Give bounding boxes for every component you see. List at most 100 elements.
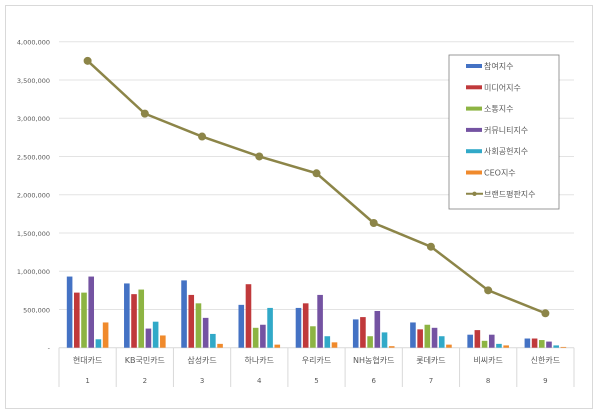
bar-4 <box>546 341 552 348</box>
bar-5 <box>267 307 273 348</box>
bar-2 <box>131 294 137 348</box>
y-tick-label: 3,500,000 <box>17 77 50 85</box>
line-point <box>312 169 321 178</box>
line-point <box>255 152 264 161</box>
brand-reputation-line <box>83 56 550 318</box>
rank-label: 5 <box>314 377 318 385</box>
legend-label: CEO지수 <box>484 169 516 178</box>
bar-6 <box>102 322 109 348</box>
bar-4 <box>431 327 438 348</box>
bar-3 <box>195 303 202 348</box>
bar-1 <box>295 307 302 348</box>
bar-4 <box>488 334 495 348</box>
bar-1 <box>524 338 531 348</box>
rank-label: 9 <box>543 377 547 385</box>
bar-5 <box>553 345 559 348</box>
chart-frame <box>5 5 593 409</box>
rank-label: 7 <box>429 377 433 385</box>
bar-1 <box>352 319 359 348</box>
bar-2 <box>74 292 80 348</box>
bar-4 <box>145 328 152 348</box>
y-tick-label: 4,000,000 <box>17 39 50 47</box>
line-point <box>484 286 493 295</box>
legend-label: 소통지수 <box>484 105 513 114</box>
bar-5 <box>381 332 388 348</box>
legend-label: 사회공헌지수 <box>484 147 528 156</box>
bar-5 <box>210 333 216 348</box>
legend-swatch <box>466 127 482 132</box>
bar-5 <box>95 339 102 348</box>
bar-6 <box>160 335 166 348</box>
bar-2 <box>302 303 309 348</box>
y-axis: - 500,000 1,000,000 1,500,000 2,000,000 2,500… <box>17 39 51 353</box>
bar-5 <box>496 343 502 348</box>
y-tick-label: 500,000 <box>23 306 50 314</box>
bar-3 <box>481 340 488 348</box>
y-tick-label: 2,500,000 <box>17 153 50 161</box>
bar-3 <box>367 336 373 348</box>
line-point <box>426 242 435 251</box>
bar-2 <box>360 317 366 348</box>
legend-marker <box>472 191 477 196</box>
bar-4 <box>202 317 209 348</box>
bar-5 <box>152 321 159 348</box>
bar-4 <box>374 310 381 348</box>
y-tick-label: - <box>48 345 51 353</box>
bar-1 <box>124 283 130 348</box>
line-point <box>198 132 207 141</box>
rank-label: 2 <box>143 377 147 385</box>
bar-6 <box>217 343 223 348</box>
y-tick-label: 2,000,000 <box>17 192 50 200</box>
bar-1 <box>467 334 473 348</box>
bar-1 <box>181 280 187 348</box>
legend-swatch <box>466 85 482 90</box>
category-label: 롯데카드 <box>416 356 445 365</box>
bar-6 <box>331 342 338 348</box>
bar-1 <box>66 276 73 348</box>
line-point <box>541 309 550 318</box>
category-label: 현대카드 <box>73 356 102 365</box>
bar-6 <box>560 346 567 348</box>
bar-3 <box>81 292 87 348</box>
x-axis: 현대카드 1 KB국민카드 2 삼성카드 3 하나카드 4 우리카드 5 NH농협카드 6 롯데카드 7 비… <box>58 347 575 387</box>
rank-label: 1 <box>85 377 89 385</box>
bar-3 <box>538 340 545 348</box>
legend-label: 미디어지수 <box>484 82 521 92</box>
category-label: NH농협카드 <box>353 355 394 365</box>
category-label: 삼성카드 <box>187 355 216 365</box>
line-point <box>83 56 92 65</box>
legend-label: 브랜드평판지수 <box>484 189 536 199</box>
legend-box <box>448 54 560 210</box>
legend-swatch <box>466 64 482 68</box>
bar-3 <box>310 326 316 348</box>
bar-4 <box>88 276 95 348</box>
bar-3 <box>252 327 259 348</box>
category-label: 우리카드 <box>302 356 331 365</box>
bar-6 <box>274 344 281 348</box>
bar-5 <box>438 336 445 348</box>
line-point <box>369 219 378 228</box>
legend-swatch <box>466 149 482 154</box>
legend-swatch <box>466 170 482 175</box>
rank-label: 8 <box>486 377 490 385</box>
legend-label: 참여지수 <box>484 61 513 71</box>
rank-label: 4 <box>257 377 262 385</box>
y-tick-label: 1,000,000 <box>17 268 50 276</box>
bar-4 <box>317 294 323 348</box>
bar-2 <box>245 284 252 348</box>
bar-3 <box>138 289 145 348</box>
bar-6 <box>388 346 395 348</box>
bar-1 <box>238 304 245 348</box>
bar-2 <box>188 294 195 348</box>
category-label: 비씨카드 <box>473 356 502 365</box>
bar-2 <box>417 329 423 348</box>
line-point <box>140 109 149 118</box>
category-label: 신한카드 <box>531 356 560 365</box>
bar-4 <box>260 324 266 348</box>
bar-6 <box>446 344 452 348</box>
y-tick-label: 3,000,000 <box>17 115 50 123</box>
legend-swatch <box>466 106 482 111</box>
bars <box>66 276 567 348</box>
